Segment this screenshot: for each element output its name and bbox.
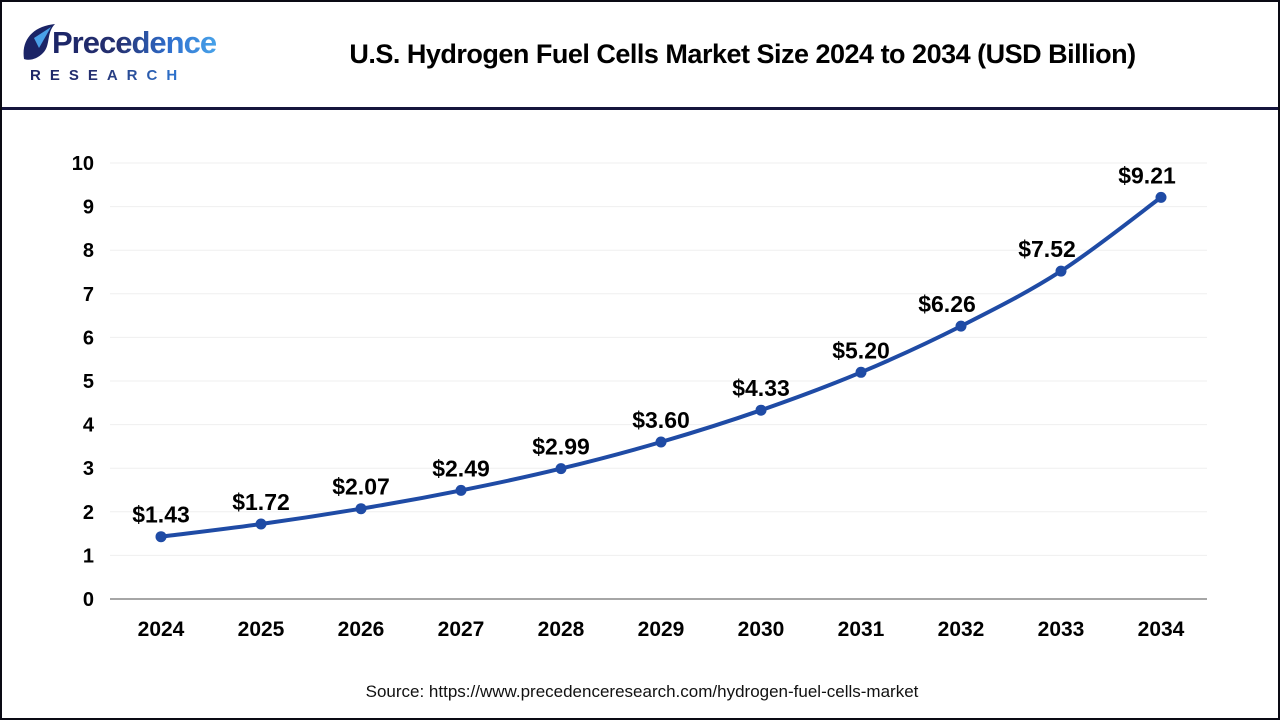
x-tick-label: 2034 bbox=[1138, 618, 1185, 641]
precedence-research-logo: Precedence RESEARCH bbox=[22, 23, 247, 83]
data-point bbox=[455, 484, 467, 496]
data-point-label: $9.21 bbox=[1118, 162, 1176, 188]
logo-top-row: Precedence bbox=[22, 23, 217, 65]
line-chart: 0 1 2 3 4 5 6 7 8 9 10 2024 2025 2026 2027 2028 2029 2030… bbox=[72, 153, 1207, 641]
x-tick-label: 2032 bbox=[938, 618, 985, 641]
chart-area: 0 1 2 3 4 5 6 7 8 9 10 2024 2025 2026 2027 2028 2029 2030… bbox=[2, 110, 1278, 718]
data-point-label: $4.33 bbox=[732, 375, 790, 401]
y-tick-label: 1 bbox=[83, 545, 94, 567]
x-tick-label: 2026 bbox=[338, 618, 385, 641]
data-point-label: $2.07 bbox=[332, 474, 390, 500]
data-point-label: $2.99 bbox=[532, 434, 590, 460]
x-tick-label: 2030 bbox=[738, 618, 785, 641]
y-tick-label: 9 bbox=[83, 197, 94, 219]
data-point bbox=[755, 404, 767, 416]
x-tick-label: 2024 bbox=[138, 618, 185, 641]
x-tick-label: 2025 bbox=[238, 618, 285, 641]
y-tick-label: 5 bbox=[83, 371, 94, 393]
y-tick-label: 4 bbox=[83, 415, 95, 437]
data-point bbox=[1155, 191, 1167, 203]
data-point bbox=[255, 518, 267, 530]
data-point bbox=[155, 531, 167, 543]
x-tick-label: 2027 bbox=[438, 618, 485, 641]
data-point-label: $7.52 bbox=[1018, 236, 1076, 262]
logo-research-text: RESEARCH bbox=[22, 68, 186, 83]
y-tick-label: 6 bbox=[83, 327, 94, 349]
series-line bbox=[159, 195, 1163, 539]
data-point bbox=[555, 463, 567, 475]
chart-title: U.S. Hydrogen Fuel Cells Market Size 202… bbox=[349, 39, 1136, 69]
logo-leaf-icon bbox=[23, 23, 55, 60]
data-point-label: $6.26 bbox=[918, 291, 976, 317]
y-tick-label: 3 bbox=[83, 458, 94, 480]
y-tick-label: 7 bbox=[83, 284, 94, 306]
data-point-label: $1.72 bbox=[232, 489, 290, 515]
data-point bbox=[355, 503, 367, 515]
data-point-label: $1.43 bbox=[132, 502, 190, 528]
x-tick-label: 2029 bbox=[638, 618, 685, 641]
y-tick-label: 10 bbox=[72, 153, 94, 175]
source-text: Source: https://www.precedenceresearch.c… bbox=[365, 682, 919, 701]
data-point bbox=[955, 320, 967, 332]
header: Precedence RESEARCH U.S. Hydrogen Fuel C… bbox=[2, 2, 1278, 107]
data-point-label: $3.60 bbox=[632, 407, 690, 433]
y-tick-label: 0 bbox=[83, 589, 94, 611]
logo-name-text: Precedence bbox=[52, 24, 217, 60]
x-tick-label: 2033 bbox=[1038, 618, 1085, 641]
y-tick-label: 2 bbox=[83, 502, 94, 524]
x-tick-label: 2031 bbox=[838, 618, 885, 641]
y-tick-label: 8 bbox=[83, 240, 94, 262]
data-point-label: $2.49 bbox=[432, 455, 490, 481]
x-tick-label: 2028 bbox=[538, 618, 585, 641]
data-point bbox=[1055, 265, 1067, 277]
data-point bbox=[655, 436, 667, 448]
data-point-label: $5.20 bbox=[832, 337, 890, 363]
header-separator bbox=[2, 107, 1278, 110]
data-point bbox=[855, 366, 867, 378]
